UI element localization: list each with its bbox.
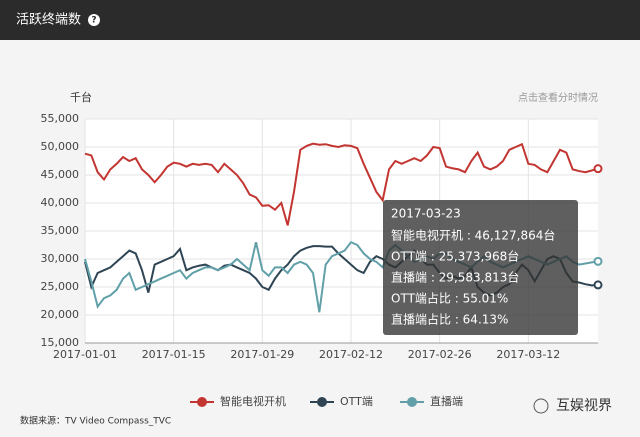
legend-label: OTT端	[340, 395, 373, 408]
legend-label: 直播端	[430, 394, 463, 408]
tooltip-date: 2017-03-23	[391, 207, 461, 221]
x-tick-label: 2017-02-26	[408, 348, 472, 361]
y-tick-label: 35,000	[41, 224, 80, 237]
y-tick-label: 25,000	[41, 280, 80, 293]
source: 数据来源：TV Video Compass_TVC	[20, 415, 171, 427]
legend-marker	[317, 397, 327, 407]
x-tick-label: 2017-01-29	[230, 348, 294, 361]
y-tick-label: 15,000	[41, 336, 80, 349]
watermark-icon	[533, 398, 549, 414]
y-tick-label: 20,000	[41, 308, 80, 321]
watermark: 互娱视界	[556, 398, 612, 414]
tooltip-line: OTT端 : 25,373,968台	[391, 249, 519, 264]
unit-label: 千台	[70, 90, 92, 104]
end-marker	[593, 256, 603, 266]
legend-label: 智能电视开机	[220, 394, 286, 408]
help-icon-glyph: ?	[91, 16, 96, 26]
tooltip-line: 直播端 : 29,583,813台	[391, 270, 519, 285]
header-bar	[0, 0, 640, 40]
help-icon[interactable]	[88, 14, 100, 26]
tooltip-line: 智能电视开机 : 46,127,864台	[391, 228, 555, 243]
tooltip-line: OTT端占比 : 55.01%	[391, 291, 508, 306]
end-marker	[593, 164, 603, 174]
x-tick-label: 2017-03-12	[496, 348, 560, 361]
y-tick-label: 40,000	[41, 196, 80, 209]
series-line	[84, 142, 599, 226]
x-tick-label: 2017-01-15	[142, 348, 206, 361]
tooltip-box	[383, 200, 578, 335]
y-tick-label: 55,000	[41, 112, 80, 125]
tooltip-line: 直播端占比 : 64.13%	[391, 312, 508, 327]
detail-link[interactable]: 点击查看分时情况	[518, 91, 598, 104]
header-title: 活跃终端数	[16, 12, 81, 28]
y-tick-label: 45,000	[41, 168, 80, 181]
end-marker	[593, 280, 603, 290]
y-tick-label: 50,000	[41, 140, 80, 153]
x-tick-label: 2017-01-01	[53, 348, 117, 361]
legend-marker	[407, 397, 417, 407]
x-tick-label: 2017-02-12	[319, 348, 383, 361]
y-tick-label: 30,000	[41, 252, 80, 265]
legend-marker	[197, 397, 207, 407]
